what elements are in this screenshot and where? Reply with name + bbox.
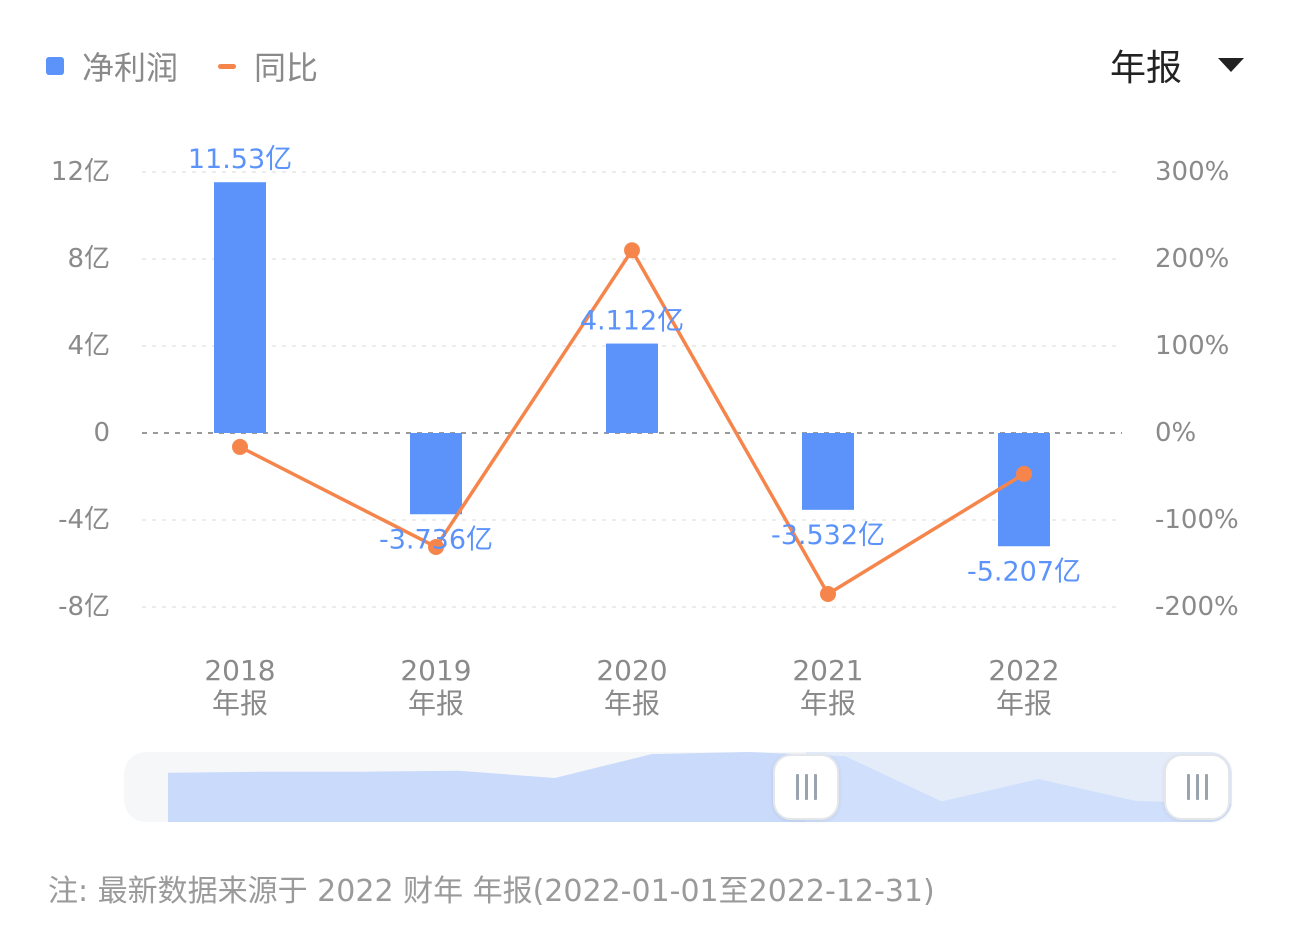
yoy-point [1016,465,1032,482]
bar-data-label: -5.207亿 [967,556,1081,587]
legend-bar-swatch [46,57,64,75]
yoy-point [624,242,640,259]
legend-item-net-profit[interactable]: 净利润 [46,43,178,89]
bar [606,343,658,433]
x-tick-sublabel: 年报 [408,687,464,720]
legend-item-yoy[interactable]: 同比 [218,43,318,89]
x-tick-sublabel: 年报 [604,687,660,720]
footnote: 注: 最新数据来源于 2022 财年 年报(2022-01-01至2022-12… [48,874,935,909]
y-right-tick-label: 100% [1155,331,1229,361]
yoy-point [820,585,836,602]
y-left-tick-label: -4亿 [58,505,110,535]
x-tick-label: 2018 [204,654,275,687]
legend-line-swatch [218,63,237,69]
bar [410,433,462,515]
y-left-tick-label: 8亿 [67,244,110,274]
x-tick-label: 2019 [400,654,471,687]
x-tick-sublabel: 年报 [800,687,856,720]
y-left-tick-label: -8亿 [58,592,110,622]
y-right-tick-label: 0% [1155,418,1196,448]
y-left-tick-label: 12亿 [51,157,110,187]
x-tick-label: 2020 [596,654,667,687]
zoom-handle-right[interactable] [1164,754,1230,820]
bar-data-label: -3.736亿 [379,524,493,555]
yoy-point [428,538,444,555]
legend-label-yoy: 同比 [254,49,319,87]
caret-down-icon [1218,58,1244,72]
bar [802,433,854,510]
bar-data-label: -3.532亿 [771,520,885,551]
y-left-tick-label: 0 [93,418,110,448]
period-select-value: 年报 [1109,48,1182,89]
zoom-selected-range[interactable] [806,752,1232,822]
y-right-tick-label: 300% [1155,157,1229,187]
grip-icon [793,774,820,800]
y-left-tick-label: 4亿 [67,331,110,361]
zoom-handle-left[interactable] [773,754,839,820]
zoom-track [124,752,1232,822]
y-right-tick-label: -200% [1155,592,1239,622]
y-right-tick-label: 200% [1155,244,1229,274]
x-tick-label: 2021 [792,654,863,687]
net-profit-chart: 12亿 8亿 4亿 0 -4亿 -8亿 300% 200% 100% 0% -100% -200% 20… [51,144,1239,720]
legend: 净利润 同比 [46,44,358,88]
grip-icon [1184,774,1211,800]
zoom-slider[interactable] [124,752,1232,822]
bar-data-label: 11.53亿 [188,144,292,175]
x-tick-sublabel: 年报 [212,687,268,720]
x-tick-sublabel: 年报 [996,687,1052,720]
bar [214,182,266,433]
yoy-point [232,438,248,455]
bar [998,433,1050,547]
bar-data-label: 4.112亿 [580,306,684,337]
period-select[interactable]: 年报 [1110,40,1244,90]
x-tick-label: 2022 [988,654,1059,687]
legend-label-net-profit: 净利润 [82,49,179,87]
y-right-tick-label: -100% [1155,505,1239,535]
